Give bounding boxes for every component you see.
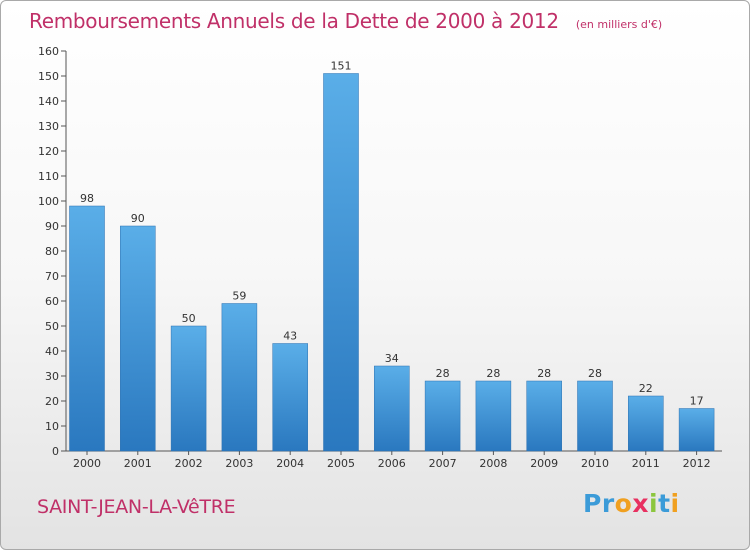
x-tick-label-2006: 2006: [378, 457, 406, 470]
y-tick-label: 110: [38, 170, 59, 183]
x-tick-label-2009: 2009: [530, 457, 558, 470]
data-label-2010: 28: [588, 367, 602, 380]
y-tick-label: 150: [38, 70, 59, 83]
y-tick-label: 80: [45, 245, 59, 258]
data-labels: 98 90 50 59 43 151 34 28 28 28 28 22 17: [80, 60, 704, 408]
bar-2002: [170, 325, 207, 452]
y-axis: 0 10 20 30 40 50 60 70 80 90 100 110 120 130 140 150 160: [38, 45, 67, 458]
bar-2010: [577, 380, 613, 452]
bar-2007: [424, 380, 461, 452]
y-tick-label: 10: [45, 420, 59, 433]
logo-letter: t: [658, 489, 671, 518]
bar-2009: [526, 380, 562, 452]
y-tick-label: 100: [38, 195, 59, 208]
commune-name: SAINT-JEAN-LA-VêTRE: [37, 496, 236, 518]
bar-2011: [628, 395, 664, 452]
data-label-2004: 43: [283, 330, 297, 343]
bar-2005: [323, 73, 359, 452]
data-label-2002: 50: [182, 312, 196, 325]
logo-letter: P: [583, 489, 602, 518]
x-tick-label-2007: 2007: [429, 457, 457, 470]
x-tick-label-2005: 2005: [327, 457, 355, 470]
logo-letter: i: [670, 489, 680, 518]
y-tick-label: 0: [52, 445, 59, 458]
x-tick-label-2012: 2012: [683, 457, 711, 470]
y-tick-label: 140: [38, 95, 59, 108]
x-axis: 2000 2001 2002 2003 2004 2005 2006 2007 2008 2009…: [66, 450, 722, 470]
bar-2008: [475, 380, 512, 452]
y-tick-label: 20: [45, 395, 59, 408]
title-line: Remboursements Annuels de la Dette de 20…: [29, 9, 662, 33]
bar-2006: [374, 365, 410, 452]
data-label-2008: 28: [486, 367, 500, 380]
x-tick-label-2008: 2008: [479, 457, 507, 470]
x-tick-label-2010: 2010: [581, 457, 609, 470]
y-tick-label: 50: [45, 320, 59, 333]
x-tick-label-2003: 2003: [225, 457, 253, 470]
x-tick-label-2011: 2011: [632, 457, 660, 470]
y-tick-label: 90: [45, 220, 59, 233]
y-tick-label: 40: [45, 345, 59, 358]
bar-2004: [272, 343, 308, 452]
data-label-2001: 90: [131, 212, 145, 225]
data-label-2000: 98: [80, 192, 94, 205]
bar-2003: [221, 303, 258, 452]
y-tick-label: 30: [45, 370, 59, 383]
data-label-2005: 151: [331, 60, 352, 73]
logo-letter: r: [601, 489, 615, 518]
x-tick-label-2002: 2002: [175, 457, 203, 470]
chart-title: Remboursements Annuels de la Dette de 20…: [29, 9, 559, 33]
y-tick-label: 70: [45, 270, 59, 283]
proxiti-logo: Proxiti: [583, 489, 680, 518]
data-label-2007: 28: [436, 367, 450, 380]
data-label-2003: 59: [232, 290, 246, 303]
data-label-2011: 22: [639, 382, 653, 395]
logo-letter: i: [649, 489, 659, 518]
y-tick-label: 60: [45, 295, 59, 308]
data-label-2009: 28: [537, 367, 551, 380]
data-label-2006: 34: [385, 352, 399, 365]
y-tick-label: 160: [38, 45, 59, 58]
y-tick-label: 130: [38, 120, 59, 133]
x-tick-label-2004: 2004: [276, 457, 304, 470]
bar-2001: [120, 225, 156, 452]
bar-2000: [69, 205, 105, 452]
logo-letter: x: [632, 489, 649, 518]
logo-letter: o: [614, 489, 633, 518]
bars: [69, 73, 715, 452]
bar-2012: [678, 408, 715, 452]
data-label-2012: 17: [690, 395, 704, 408]
y-tick-label: 120: [38, 145, 59, 158]
x-tick-label-2000: 2000: [73, 457, 101, 470]
chart-unit: (en milliers d'€): [575, 18, 663, 31]
x-tick-label-2001: 2001: [124, 457, 152, 470]
